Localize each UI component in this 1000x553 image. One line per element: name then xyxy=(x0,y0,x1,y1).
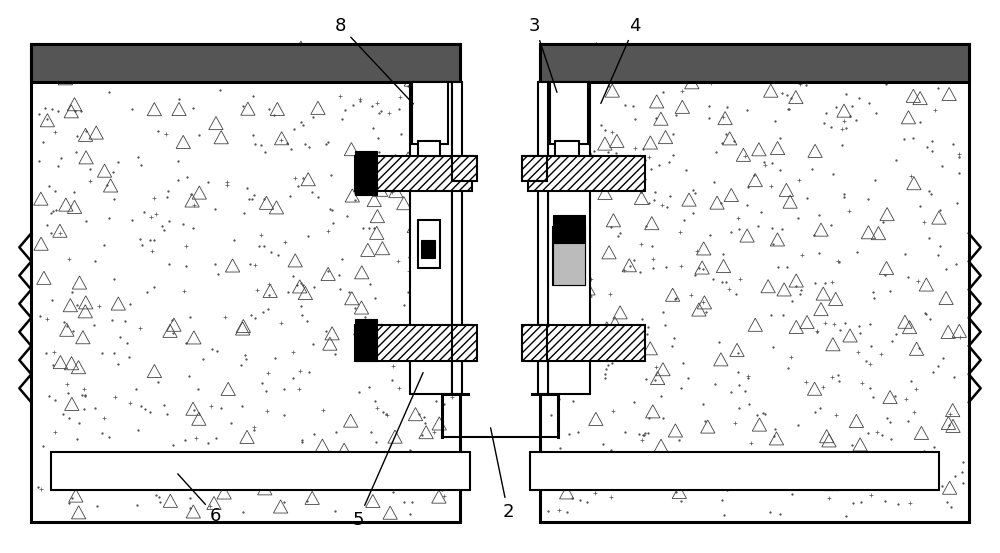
Text: 6: 6 xyxy=(178,474,221,525)
Bar xyxy=(418,140,440,155)
Bar xyxy=(548,82,590,394)
Bar xyxy=(452,82,462,394)
Bar xyxy=(555,140,579,155)
Bar xyxy=(553,243,585,285)
Bar xyxy=(418,220,440,268)
Bar xyxy=(355,319,377,361)
Text: 8: 8 xyxy=(335,17,413,104)
Text: 2: 2 xyxy=(491,428,514,521)
Bar xyxy=(421,240,435,258)
Bar xyxy=(540,44,969,82)
Bar xyxy=(553,215,585,243)
Bar xyxy=(452,155,477,181)
Bar xyxy=(31,44,460,522)
Bar xyxy=(538,82,548,394)
Bar xyxy=(540,44,969,522)
Bar xyxy=(355,155,472,191)
Text: 5: 5 xyxy=(353,373,423,529)
Bar xyxy=(51,452,470,490)
Bar xyxy=(412,82,448,144)
Bar xyxy=(528,155,645,191)
Text: 3: 3 xyxy=(529,17,557,92)
Bar xyxy=(410,82,452,394)
Bar xyxy=(522,155,547,181)
Bar xyxy=(355,150,377,195)
Text: 4: 4 xyxy=(601,17,640,103)
Bar xyxy=(355,325,472,361)
Bar xyxy=(550,82,588,144)
Bar xyxy=(31,44,460,82)
Bar xyxy=(553,227,585,285)
Bar xyxy=(530,452,939,490)
Bar xyxy=(452,325,477,361)
Bar xyxy=(522,325,547,361)
Bar xyxy=(528,325,645,361)
